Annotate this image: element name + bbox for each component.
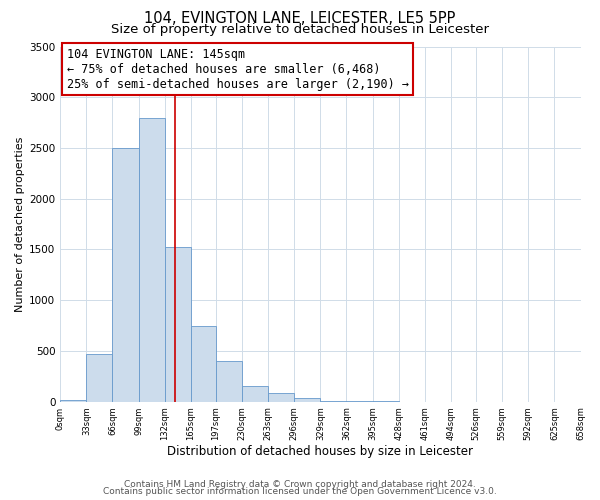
Bar (373, 401, 398, 402)
Bar (268, 394, 294, 402)
X-axis label: Distribution of detached houses by size in Leicester: Distribution of detached houses by size … (167, 444, 473, 458)
Text: Contains HM Land Registry data © Crown copyright and database right 2024.: Contains HM Land Registry data © Crown c… (124, 480, 476, 489)
Bar (346, 401, 373, 402)
Y-axis label: Number of detached properties: Number of detached properties (15, 136, 25, 312)
Bar (294, 398, 320, 402)
Text: 104 EVINGTON LANE: 145sqm
← 75% of detached houses are smaller (6,468)
25% of se: 104 EVINGTON LANE: 145sqm ← 75% of detac… (67, 48, 409, 90)
Text: 104, EVINGTON LANE, LEICESTER, LE5 5PP: 104, EVINGTON LANE, LEICESTER, LE5 5PP (145, 11, 455, 26)
Bar (191, 326, 216, 402)
Bar (216, 361, 242, 402)
Bar (86, 354, 112, 402)
Text: Contains public sector information licensed under the Open Government Licence v3: Contains public sector information licen… (103, 488, 497, 496)
Bar (60, 400, 86, 402)
Bar (320, 401, 346, 402)
Bar (242, 386, 268, 402)
Bar (112, 148, 139, 402)
Bar (139, 118, 164, 402)
Bar (164, 248, 191, 402)
Text: Size of property relative to detached houses in Leicester: Size of property relative to detached ho… (111, 22, 489, 36)
